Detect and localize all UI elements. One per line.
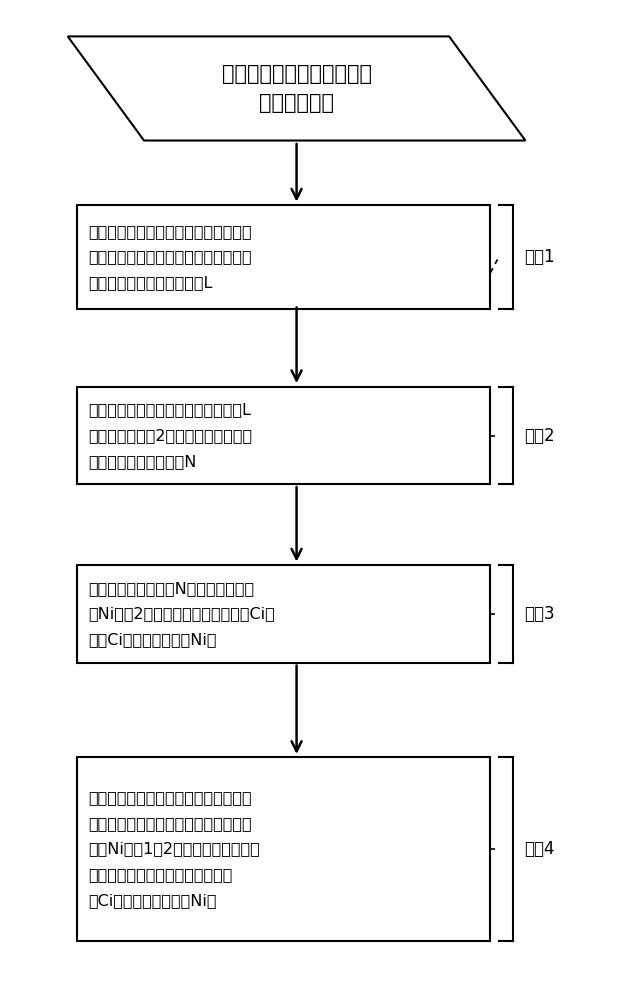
Polygon shape (68, 36, 526, 141)
Text: 紧急控制系统在完成运行方式实时匹配: 紧急控制系统在完成运行方式实时匹配 (89, 790, 252, 805)
Text: 电暂态时域仿真方法，离线计算搜索出: 电暂态时域仿真方法，离线计算搜索出 (89, 250, 252, 265)
Text: 步骤3: 步骤3 (524, 605, 554, 623)
Bar (77, 387, 491, 484)
Text: 步骤4: 步骤4 (524, 840, 554, 858)
Text: 根据专家经验确定初始故障集，采用机: 根据专家经验确定初始故障集，采用机 (89, 224, 252, 239)
Bar (77, 565, 491, 663)
Bar (77, 757, 491, 941)
Text: 结合现有紧急控制系统配置情况，从L: 结合现有紧急控制系统配置情况，从L (89, 402, 252, 417)
Text: 中筛选出那些前2个事件均未配置紧急: 中筛选出那些前2个事件均未配置紧急 (89, 428, 253, 443)
Text: 故链Ni的第1、2个事件相继确定发生: 故链Ni的第1、2个事件相继确定发生 (89, 842, 260, 857)
Text: 电力系统实际运行方式数据
及模型，参数: 电力系统实际运行方式数据 及模型，参数 (222, 64, 372, 113)
Text: 后，紧急控制系统执行紧急控制策: 后，紧急控制系统执行紧急控制策 (89, 867, 233, 882)
Text: 高风险连锁故障事故链集合L: 高风险连锁故障事故链集合L (89, 275, 213, 290)
Text: 确保Ci可以阻断事故链Ni。: 确保Ci可以阻断事故链Ni。 (89, 632, 217, 647)
Text: 略Ci，阻断连锁事故链Ni。: 略Ci，阻断连锁事故链Ni。 (89, 893, 217, 908)
Text: 采用离线计算方法对N中的每一个事故: 采用离线计算方法对N中的每一个事故 (89, 581, 255, 596)
Bar (77, 205, 491, 309)
Text: 控制措施的事故链集合N: 控制措施的事故链集合N (89, 454, 197, 469)
Text: 链Ni的第2个事件配置紧急控制策略Ci，: 链Ni的第2个事件配置紧急控制策略Ci， (89, 607, 276, 622)
Text: 步骤2: 步骤2 (524, 427, 554, 445)
Text: 的基础上，在一个启动周期内检测到事: 的基础上，在一个启动周期内检测到事 (89, 816, 252, 831)
Text: 步骤1: 步骤1 (524, 248, 554, 266)
